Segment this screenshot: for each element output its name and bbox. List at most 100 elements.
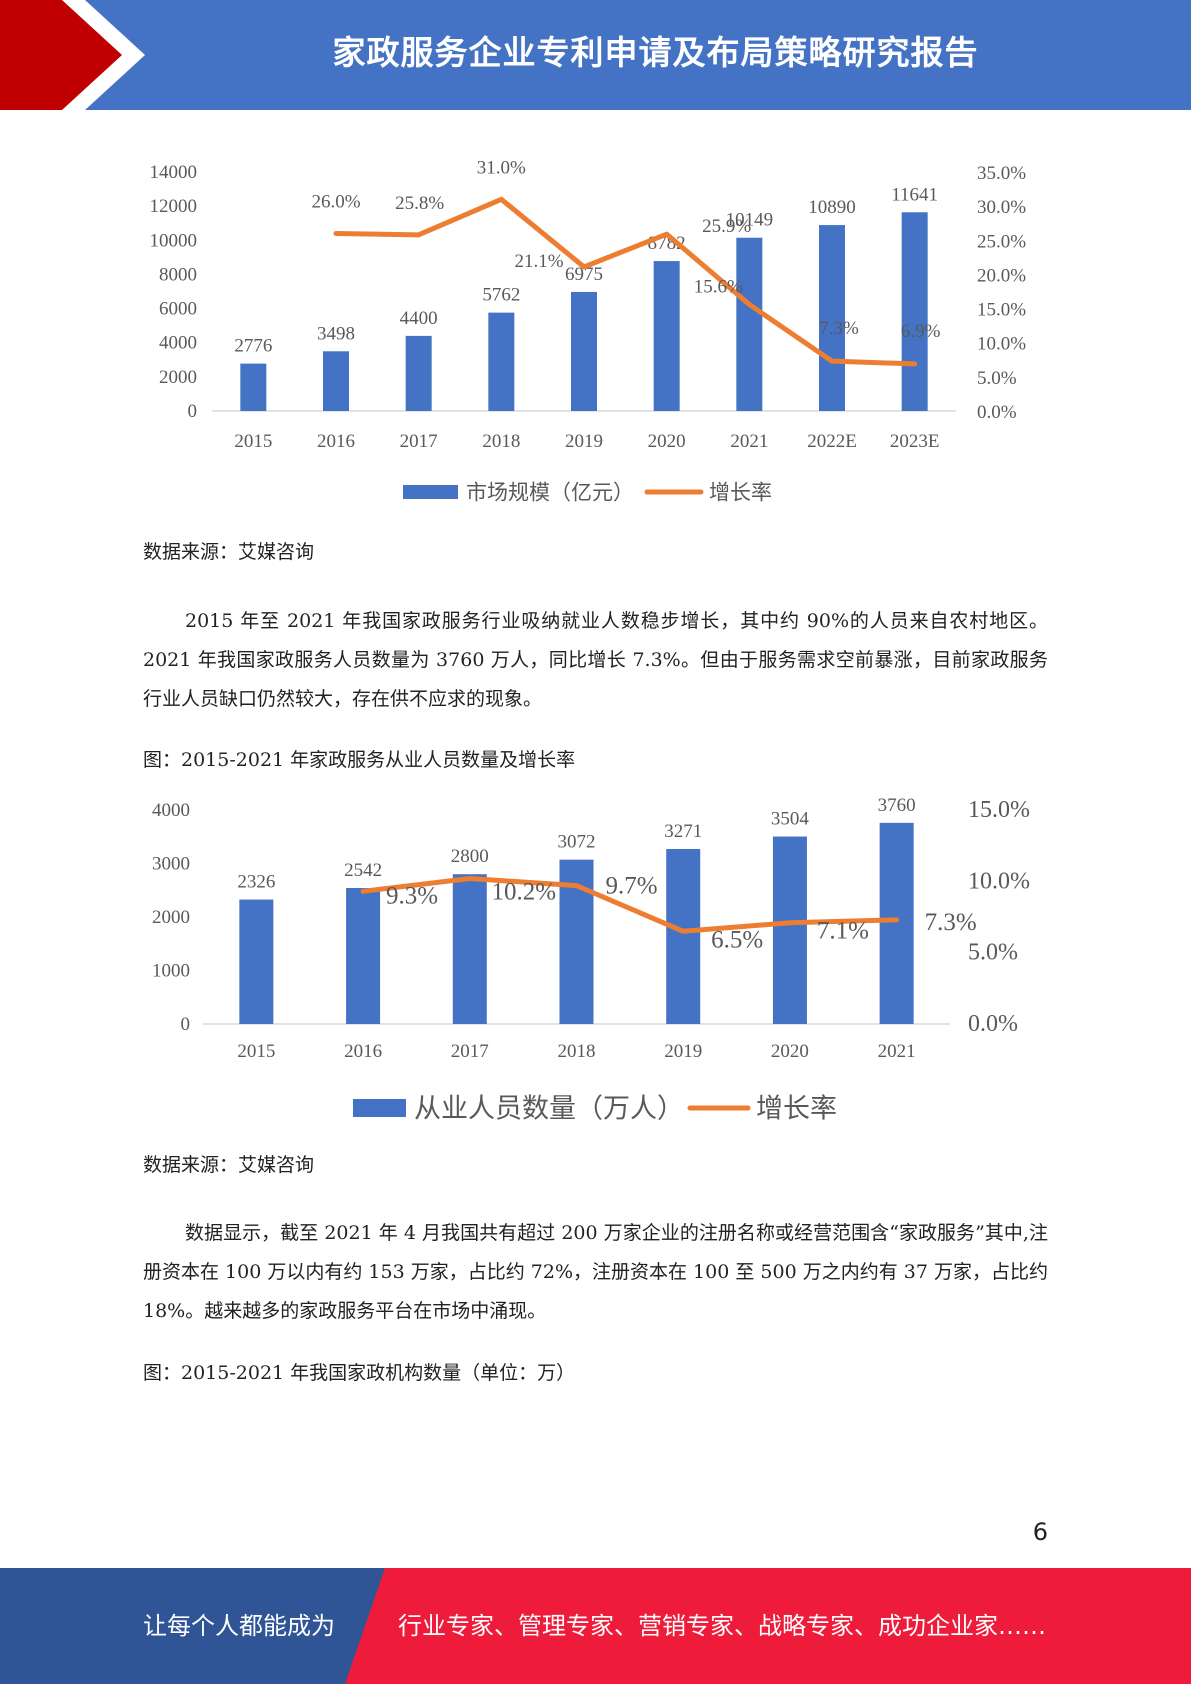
y-right-tick-label: 35.0% xyxy=(977,163,1026,184)
bar xyxy=(240,363,267,411)
bar xyxy=(819,225,845,411)
legend-bar-label: 市场规模（亿元） xyxy=(466,481,634,505)
bar-value-label: 6975 xyxy=(565,264,603,285)
bar-value-label: 2542 xyxy=(344,860,382,881)
report-title: 家政服务企业专利申请及布局策略研究报告 xyxy=(332,33,979,72)
growth-rate-label: 25.9% xyxy=(702,216,751,237)
x-tick-label: 2015 xyxy=(234,431,272,452)
page-number: 6 xyxy=(1032,1518,1048,1546)
legend-bar-swatch xyxy=(403,485,458,499)
footer-background xyxy=(0,1568,1191,1684)
source-note-2: 数据来源：艾媒咨询 xyxy=(143,1154,315,1176)
growth-rate-label: 21.1% xyxy=(514,251,563,272)
footer-slogan-right: 行业专家、管理专家、营销专家、战略专家、成功企业家…… xyxy=(398,1612,1046,1640)
x-tick-label: 2020 xyxy=(648,431,686,452)
figure-caption-institutions: 图：2015-2021 年我国家政机构数量（单位：万） xyxy=(143,1362,576,1384)
y-right-tick-label: 10.0% xyxy=(977,334,1026,355)
growth-rate-label: 31.0% xyxy=(477,157,526,178)
y-right-tick-label: 15.0% xyxy=(977,300,1026,321)
y-right-tick-label: 30.0% xyxy=(977,197,1026,218)
growth-rate-label: 15.6% xyxy=(694,276,743,297)
y-left-tick-label: 3000 xyxy=(152,854,190,875)
employment-chart-svg: 0 1000 2000 3000 4000 0.0% 5.0% 10.0% 15.0% 2326 2… xyxy=(152,795,1030,1125)
growth-rate-label: 6.9% xyxy=(901,321,941,342)
x-tick-label: 2016 xyxy=(317,431,355,452)
x-tick-label: 2017 xyxy=(400,431,438,452)
bar xyxy=(346,888,381,1024)
legend-bar-label: 从业人员数量（万人） xyxy=(414,1094,684,1125)
y-right-tick-label: 15.0% xyxy=(968,797,1030,823)
page-header: 家政服务企业专利申请及布局策略研究报告 xyxy=(0,0,1191,110)
bar-value-label: 11641 xyxy=(891,184,938,205)
market-size-chart-svg: 0 2000 4000 6000 8000 10000 12000 14000 0.0% 5.0%… xyxy=(150,157,1027,505)
x-tick-label: 2018 xyxy=(558,1041,596,1062)
bar-value-label: 10890 xyxy=(808,197,856,218)
y-left-tick-label: 12000 xyxy=(150,196,198,217)
y-right-tick-label: 0.0% xyxy=(977,402,1017,423)
employment-chart: 0 1000 2000 3000 4000 0.0% 5.0% 10.0% 15.0% 2326 2… xyxy=(0,780,1191,1132)
x-tick-label: 2019 xyxy=(565,431,603,452)
growth-rate-label: 9.7% xyxy=(605,873,657,900)
paragraph-employment: 2015 年至 2021 年我国家政服务行业吸纳就业人数稳步增长，其中约 90%… xyxy=(143,610,1048,710)
growth-rate-line xyxy=(333,196,918,367)
bar-value-label: 5762 xyxy=(482,285,520,306)
bar xyxy=(452,874,487,1024)
legend-bar-swatch xyxy=(353,1099,406,1117)
y-right-tick-label: 5.0% xyxy=(968,940,1018,966)
figure-caption-employment: 图：2015-2021 年家政服务从业人员数量及增长率 xyxy=(143,749,576,771)
y-left-tick-label: 0 xyxy=(188,401,198,422)
bar xyxy=(666,849,701,1024)
bar xyxy=(323,351,349,411)
y-left-tick-label: 0 xyxy=(181,1014,191,1035)
y-right-tick-label: 0.0% xyxy=(968,1011,1018,1037)
legend-line-label: 增长率 xyxy=(756,1094,837,1125)
y-left-tick-label: 1000 xyxy=(152,961,190,982)
x-tick-label: 2017 xyxy=(451,1041,489,1062)
x-tick-label: 2023E xyxy=(890,431,940,452)
y-right-tick-label: 5.0% xyxy=(977,368,1017,389)
y-right-tick-label: 25.0% xyxy=(977,231,1026,252)
growth-rate-label: 10.2% xyxy=(491,878,556,905)
bar xyxy=(879,822,914,1024)
growth-rate-label: 7.3% xyxy=(925,909,977,936)
header-arrow-decoration xyxy=(0,0,145,110)
paragraph-institutions: 数据显示，截至 2021 年 4 月我国共有超过 200 万家企业的注册名称或经… xyxy=(143,1222,1048,1322)
footer-slogan-left: 让每个人都能成为 xyxy=(143,1612,335,1640)
bar xyxy=(653,261,680,411)
bar xyxy=(239,899,274,1024)
y-left-tick-label: 2000 xyxy=(159,367,197,388)
bar xyxy=(736,237,763,411)
y-left-tick-label: 4000 xyxy=(159,333,197,354)
bar-value-label: 2776 xyxy=(234,336,272,357)
x-tick-label: 2021 xyxy=(878,1041,916,1062)
bar-value-label: 3271 xyxy=(664,821,702,842)
y-right-tick-label: 20.0% xyxy=(977,265,1026,286)
growth-rate-line xyxy=(360,875,900,934)
bar xyxy=(571,291,597,411)
x-tick-label: 2022E xyxy=(807,431,857,452)
page-footer: 让每个人都能成为 行业专家、管理专家、营销专家、战略专家、成功企业家…… xyxy=(0,1568,1191,1684)
x-tick-label: 2015 xyxy=(237,1041,275,1062)
bar xyxy=(772,836,807,1024)
bar-value-label: 2326 xyxy=(237,872,275,893)
bar-value-label: 2800 xyxy=(451,846,489,867)
source-note-1: 数据来源：艾媒咨询 xyxy=(143,541,315,563)
growth-rate-label: 7.1% xyxy=(817,918,869,945)
bar xyxy=(901,212,928,411)
growth-rate-label: 26.0% xyxy=(311,191,360,212)
y-left-tick-label: 2000 xyxy=(152,907,190,928)
growth-rate-label: 9.3% xyxy=(386,882,438,909)
y-left-tick-label: 10000 xyxy=(150,230,198,251)
y-left-tick-label: 6000 xyxy=(159,299,197,320)
x-tick-label: 2016 xyxy=(344,1041,382,1062)
legend-line-label: 增长率 xyxy=(709,481,772,505)
bar xyxy=(488,312,515,411)
bar-value-label: 3072 xyxy=(558,832,596,853)
bar xyxy=(405,335,432,411)
bar-value-label: 3504 xyxy=(771,809,810,830)
bar-value-label: 3760 xyxy=(878,795,916,816)
market-size-chart: 0 2000 4000 6000 8000 10000 12000 14000 0.0% 5.0%… xyxy=(0,150,1191,520)
x-tick-label: 2021 xyxy=(730,431,768,452)
growth-rate-label: 25.8% xyxy=(395,193,444,214)
bar-value-label: 10149 xyxy=(726,210,774,231)
